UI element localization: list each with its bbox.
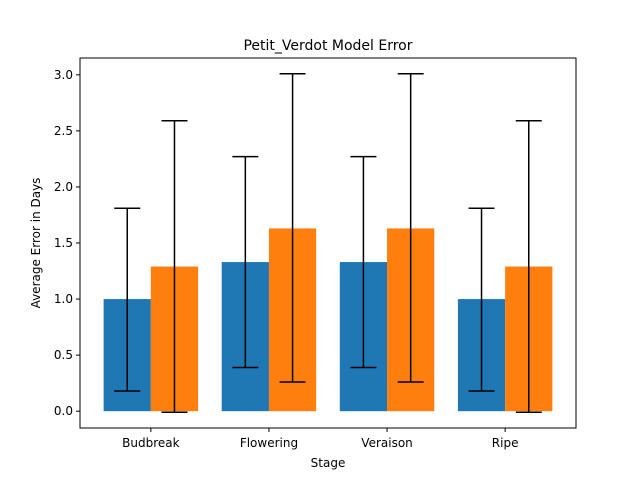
errorbars-layer (114, 72, 542, 414)
y-tick-label: 0.5 (54, 348, 73, 362)
y-tick-label: 2.5 (54, 124, 73, 138)
y-axis: 0.0 0.5 1.0 1.5 2.0 2.5 3.0 (54, 68, 80, 418)
x-axis-label: Stage (311, 456, 346, 470)
x-tick-label: Veraison (361, 436, 412, 450)
y-tick-label: 2.0 (54, 180, 73, 194)
y-tick-label: 0.0 (54, 404, 73, 418)
y-tick-label: 1.0 (54, 292, 73, 306)
chart-title: Petit_Verdot Model Error (243, 38, 412, 54)
x-tick-label: Budbreak (122, 436, 179, 450)
x-tick-label: Ripe (492, 436, 519, 450)
x-tick-label: Flowering (240, 436, 298, 450)
bars-layer (103, 228, 553, 412)
y-tick-label: 3.0 (54, 68, 73, 82)
y-tick-label: 1.5 (54, 236, 73, 250)
y-axis-label: Average Error in Days (29, 178, 43, 309)
x-axis: Budbreak Flowering Veraison Ripe (122, 428, 518, 450)
